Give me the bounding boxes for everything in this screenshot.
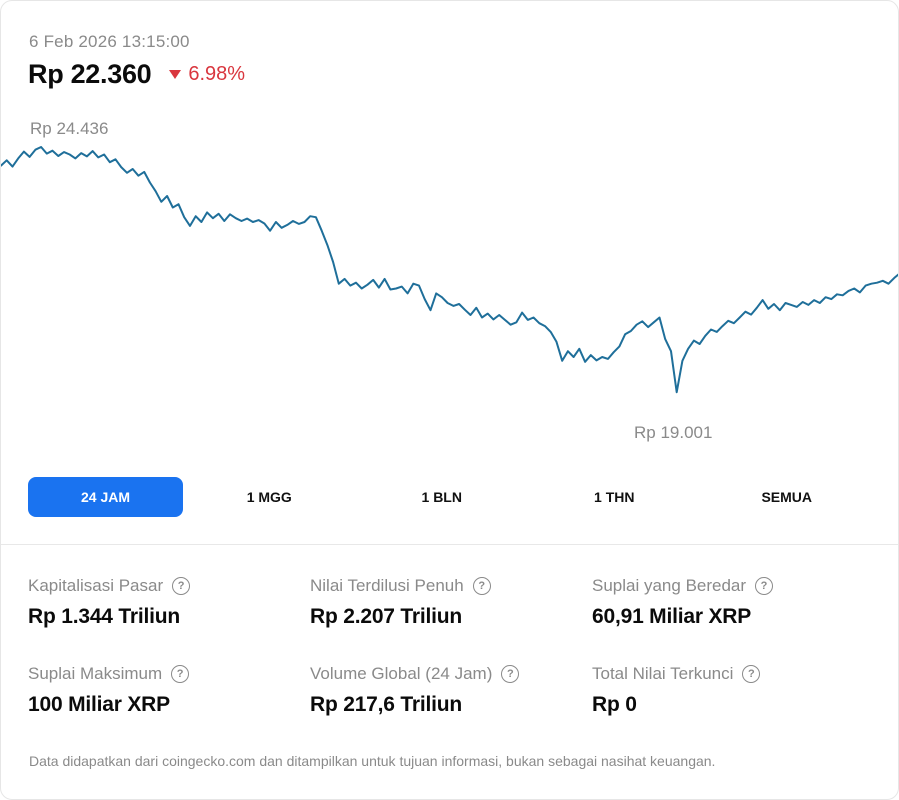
question-circle-icon[interactable]: ? (742, 665, 761, 683)
range-1y-button[interactable]: 1 THN (594, 489, 635, 505)
time-range-selector: 24 JAM 1 MGG 1 BLN 1 THN SEMUA (28, 477, 873, 517)
stat-value: Rp 217,6 Triliun (310, 693, 463, 716)
price-row: Rp 22.360 6.98% (28, 57, 245, 91)
stat-label: Kapitalisasi Pasar (28, 576, 164, 595)
question-circle-icon[interactable]: ? (171, 665, 190, 683)
price-series-line (1, 146, 898, 394)
stat-label: Nilai Terdilusi Penuh (310, 576, 464, 595)
chart-low-label: Rp 19.001 (634, 423, 713, 442)
data-source-disclaimer: Data didapatkan dari coingecko.com dan d… (29, 753, 716, 769)
price-change-percent: 6.98% (188, 62, 246, 85)
stat-global-volume: Volume Global (24 Jam) ? Rp 217,6 Triliu… (310, 663, 592, 717)
stat-label: Total Nilai Terkunci (592, 664, 734, 683)
stat-value: Rp 1.344 Triliun (28, 605, 181, 628)
price-chart[interactable] (1, 111, 899, 451)
question-circle-icon[interactable]: ? (172, 577, 191, 595)
stat-value: 100 Miliar XRP (28, 693, 170, 716)
current-price: Rp 22.360 (28, 58, 152, 89)
stat-total-value-locked: Total Nilai Terkunci ? Rp 0 (592, 663, 873, 717)
stat-label: Suplai Maksimum (28, 664, 163, 683)
question-circle-icon[interactable]: ? (755, 577, 774, 595)
triangle-down-icon (169, 70, 182, 79)
chart-high-label: Rp 24.436 (30, 119, 109, 138)
question-circle-icon[interactable]: ? (472, 577, 491, 595)
section-divider (1, 544, 898, 545)
question-circle-icon[interactable]: ? (501, 665, 520, 683)
stat-value: Rp 0 (592, 693, 637, 716)
stat-fully-diluted-value: Nilai Terdilusi Penuh ? Rp 2.207 Triliun (310, 575, 592, 629)
range-all-button[interactable]: SEMUA (761, 489, 813, 505)
market-stats: Kapitalisasi Pasar ? Rp 1.344 Triliun Ni… (28, 575, 873, 717)
range-1m-button[interactable]: 1 BLN (421, 489, 462, 505)
stat-label: Suplai yang Beredar (592, 576, 747, 595)
price-change: 6.98% (169, 63, 245, 86)
stat-market-cap: Kapitalisasi Pasar ? Rp 1.344 Triliun (28, 575, 310, 629)
range-1w-button[interactable]: 1 MGG (246, 489, 292, 505)
stat-max-supply: Suplai Maksimum ? 100 Miliar XRP (28, 663, 310, 717)
price-timestamp: 6 Feb 2026 13:15:00 (29, 32, 190, 51)
stat-value: 60,91 Miliar XRP (592, 605, 752, 628)
stat-label: Volume Global (24 Jam) (310, 664, 493, 683)
range-24h-button[interactable]: 24 JAM (28, 477, 183, 517)
stat-value: Rp 2.207 Triliun (310, 605, 463, 628)
price-chart-svg[interactable] (1, 111, 899, 451)
stat-circulating-supply: Suplai yang Beredar ? 60,91 Miliar XRP (592, 575, 873, 629)
